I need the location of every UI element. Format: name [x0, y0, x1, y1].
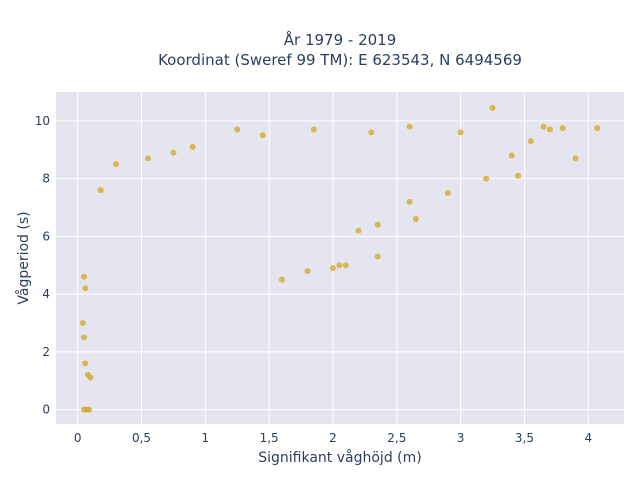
data-point	[374, 253, 381, 260]
data-point	[457, 129, 464, 136]
data-point	[82, 360, 89, 367]
x-axis-title: Signifikant våghöjd (m)	[258, 449, 421, 466]
chart-title: År 1979 - 2019	[284, 30, 397, 49]
data-point	[189, 143, 196, 150]
x-tick-label: 2,5	[387, 431, 406, 445]
y-axis-ticks: 0 2 4 6 8 10	[35, 114, 50, 417]
data-point	[540, 123, 547, 130]
y-tick-label: 2	[42, 345, 50, 359]
data-point	[81, 334, 88, 341]
x-tick-label: 0	[74, 431, 82, 445]
y-tick-label: 6	[42, 229, 50, 243]
data-point	[79, 319, 86, 326]
y-tick-label: 0	[42, 403, 50, 417]
x-tick-label: 1,5	[260, 431, 279, 445]
data-points	[79, 104, 601, 413]
data-point	[310, 126, 317, 133]
data-point	[81, 273, 88, 280]
data-point	[483, 175, 490, 182]
data-point	[336, 262, 343, 269]
y-axis-title: Vågperiod (s)	[15, 211, 32, 304]
x-tick-label: 1	[202, 431, 210, 445]
gridlines	[56, 92, 624, 424]
y-tick-label: 10	[35, 114, 50, 128]
data-point	[342, 262, 349, 269]
y-tick-label: 4	[42, 287, 50, 301]
data-point	[259, 132, 266, 139]
data-point	[144, 155, 151, 162]
data-point	[170, 149, 177, 156]
data-point	[406, 198, 413, 205]
data-point	[572, 155, 579, 162]
x-tick-label: 0,5	[132, 431, 151, 445]
data-point	[444, 190, 451, 197]
data-point	[412, 216, 419, 223]
data-point	[97, 187, 104, 194]
data-point	[559, 125, 566, 132]
x-tick-label: 2	[329, 431, 337, 445]
data-point	[508, 152, 515, 159]
data-point	[515, 172, 522, 179]
data-point	[86, 406, 93, 413]
data-point	[234, 126, 241, 133]
data-point	[594, 125, 601, 132]
data-point	[406, 123, 413, 130]
data-point	[278, 276, 285, 283]
plot-area	[56, 92, 624, 424]
data-point	[304, 267, 311, 274]
data-point	[355, 227, 362, 234]
data-point	[546, 126, 553, 133]
data-point	[112, 161, 119, 168]
chart-subtitle: Koordinat (Sweref 99 TM): E 623543, N 64…	[158, 51, 522, 69]
data-point	[368, 129, 375, 136]
data-point	[82, 285, 89, 292]
x-tick-label: 3,5	[515, 431, 534, 445]
data-point	[489, 104, 496, 111]
x-axis-ticks: 0 0,5 1 1,5 2 2,5 3 3,5 4	[74, 431, 592, 445]
data-point	[329, 265, 336, 272]
x-tick-label: 3	[457, 431, 465, 445]
data-point	[527, 138, 534, 145]
data-point	[374, 221, 381, 228]
data-point	[87, 374, 94, 381]
x-tick-label: 4	[584, 431, 592, 445]
y-tick-label: 8	[42, 172, 50, 186]
